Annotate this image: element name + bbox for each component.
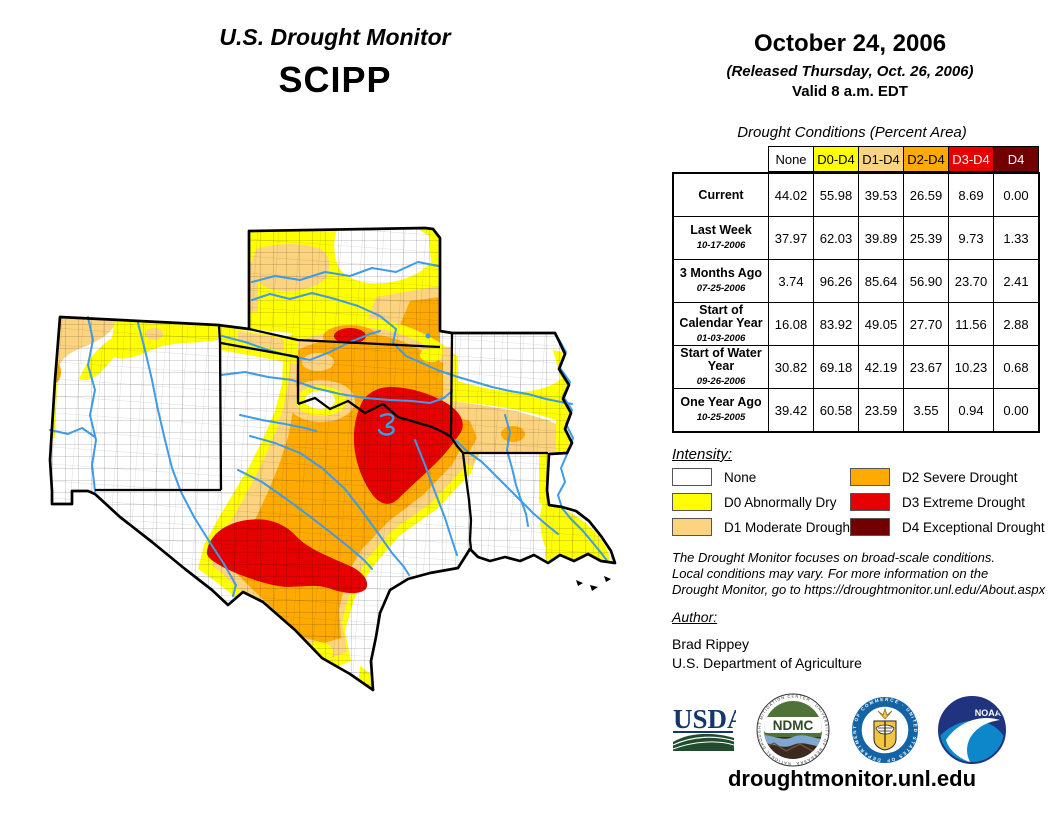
usda-text: USDA (673, 704, 736, 734)
noaa-bird (946, 718, 1000, 762)
map-fill-layers (50, 228, 615, 690)
table-row: Last Week 10-17-2006 37.97 62.03 39.89 2… (672, 216, 1040, 260)
legend-item-d0: D0 Abnormally Dry (672, 493, 837, 511)
row-label: Start of Calendar Year (679, 302, 763, 330)
region-outline (48, 226, 617, 692)
rivers (49, 261, 609, 597)
legend-title: Intensity: (672, 446, 733, 463)
disclaimer-text: The Drought Monitor focuses on broad-sca… (672, 550, 1046, 597)
date-block: October 24, 2006 (Released Thursday, Oct… (658, 30, 1042, 100)
row-label: Current (698, 187, 744, 202)
author-name: Brad Rippey (672, 636, 750, 652)
legend-swatch-d0 (672, 493, 712, 511)
col-header-d1d4: D1-D4 (858, 146, 904, 172)
doc-logo: DEPARTMENT OF COMMERCE · UNITED STATES O… (850, 695, 918, 763)
legend-item-none: None (672, 468, 756, 486)
title-block: U.S. Drought Monitor SCIPP (120, 24, 550, 101)
table-row: Current 44.02 55.98 39.53 26.59 8.69 0.0… (672, 172, 1040, 217)
valid-time: Valid 8 a.m. EDT (792, 83, 908, 100)
page-title: U.S. Drought Monitor (219, 24, 451, 50)
lake-texoma (377, 413, 395, 436)
row-label: Start of Water Year (680, 345, 762, 373)
table-row: Start of Calendar Year 01-03-2006 16.08 … (672, 302, 1040, 346)
ndmc-logo: NDMC NATIONAL DROUGHT MITIGATION CENTER … (756, 693, 830, 767)
row-date: 09-26-2006 (696, 375, 746, 387)
legend-swatch-d4 (850, 518, 890, 536)
noaa-text: NOAA (975, 708, 1002, 718)
author-heading: Author: (672, 609, 718, 625)
legend-swatch-d1 (672, 518, 712, 536)
table-row: One Year Ago 10-25-2005 39.42 60.58 23.5… (672, 388, 1040, 433)
legend-swatch-none (672, 468, 712, 486)
row-date: 07-25-2006 (696, 283, 746, 294)
col-header-d4: D4 (993, 146, 1039, 172)
legend-item-d2: D2 Severe Drought (850, 468, 1018, 486)
table-row: Start of Water Year 09-26-2006 30.82 69.… (672, 345, 1040, 389)
site-url: droughtmonitor.unl.edu (727, 766, 977, 791)
table-column-headers: None D0-D4 D1-D4 D2-D4 D3-D4 D4 (768, 146, 1039, 172)
row-date: 10-25-2005 (696, 412, 746, 423)
row-label: One Year Ago (680, 395, 762, 409)
col-header-d3d4: D3-D4 (948, 146, 994, 172)
report-date: October 24, 2006 (753, 30, 947, 57)
col-header-d0d4: D0-D4 (813, 146, 859, 172)
col-header-none: None (768, 146, 814, 172)
state-borders (95, 324, 548, 550)
legend-swatch-d2 (850, 468, 890, 486)
released-date: (Released Thursday, Oct. 26, 2006) (726, 63, 974, 80)
row-label: Last Week (690, 223, 752, 237)
drought-map (48, 226, 617, 692)
doc-eagle (877, 707, 893, 720)
legend-item-d4: D4 Exceptional Drought (850, 518, 1045, 536)
ndmc-text: NDMC (773, 718, 814, 733)
table-title: Drought Conditions (Percent Area) (737, 124, 967, 141)
legend-swatch-d3 (850, 493, 890, 511)
legend-item-d3: D3 Extreme Drought (850, 493, 1025, 511)
region-title: SCIPP (278, 59, 392, 100)
author-org: U.S. Department of Agriculture (672, 655, 862, 671)
noaa-logo: NOAA (938, 696, 1006, 764)
drought-conditions-table: Current 44.02 55.98 39.53 26.59 8.69 0.0… (672, 172, 1040, 433)
table-row: 3 Months Ago 07-25-2006 3.74 96.26 85.64… (672, 259, 1040, 303)
row-date: 01-03-2006 (696, 332, 746, 344)
legend-item-d1: D1 Moderate Drought (672, 518, 854, 536)
col-header-d2d4: D2-D4 (903, 146, 949, 172)
row-label: 3 Months Ago (679, 266, 763, 280)
coastal-islands (576, 576, 611, 591)
usda-logo: USDA (672, 704, 736, 751)
row-date: 10-17-2006 (696, 240, 746, 251)
